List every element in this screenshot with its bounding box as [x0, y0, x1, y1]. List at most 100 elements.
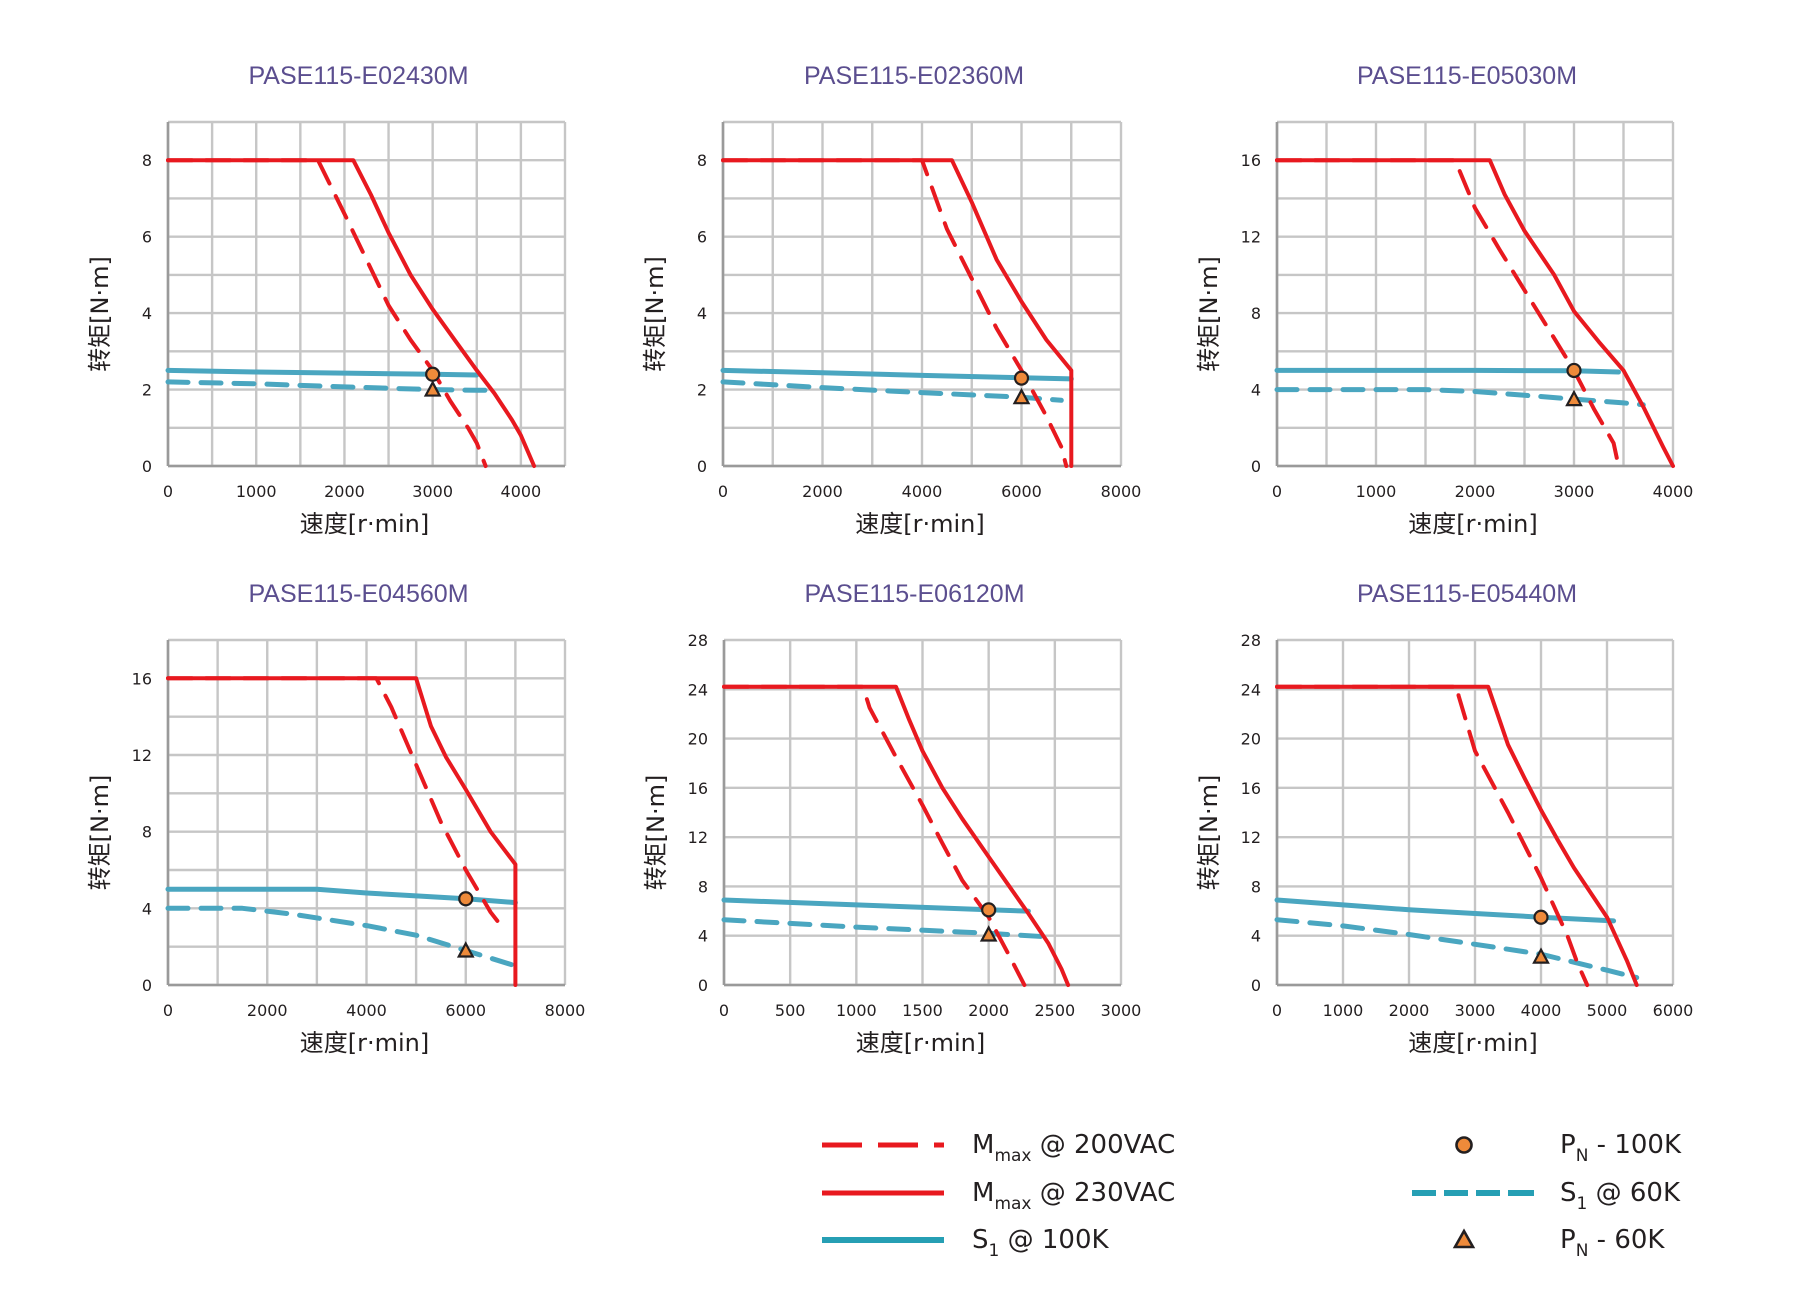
y-tick-label: 0 [1251, 457, 1261, 476]
x-tick-label: 2000 [968, 1001, 1009, 1020]
x-tick-label: 6000 [1001, 482, 1042, 501]
series-solid-red-line [166, 158, 537, 468]
pn-100k-marker [425, 366, 441, 382]
x-tick-label: 2500 [1034, 1001, 1075, 1020]
y-axis-label: 转矩[N·m] [642, 775, 670, 891]
pn-60k-marker [1565, 389, 1583, 407]
chart-6: PASE115-E05440M 0 1000 2000 3000 4000 5000 6000… [1195, 580, 1693, 1057]
chart-2: PASE115-E02360M 0 2000 4000 6000 8000 0 2 4 6 8 速度[… [641, 62, 1141, 538]
y-tick-label: 28 [688, 631, 708, 650]
pn-60k-marker [456, 941, 475, 958]
pn-60k-marker [1532, 947, 1550, 964]
series-solid-teal-line [1274, 897, 1617, 924]
gridlines [721, 120, 1123, 468]
x-axis-label: 速度[r·min] [856, 1029, 985, 1057]
pn-60k-marker [423, 380, 442, 397]
x-axis-label: 速度[r·min] [300, 510, 429, 538]
series-solid-teal-line [1274, 367, 1621, 375]
x-tick-label: 2000 [1389, 1001, 1430, 1020]
legend-item-s1-60k: S1 @ 60K [1412, 1178, 1681, 1214]
x-tick-label: 2000 [247, 1001, 288, 1020]
y-tick-label: 28 [1241, 631, 1261, 650]
chart-title: PASE115-E02360M [804, 62, 1024, 90]
x-tick-label: 0 [1272, 482, 1282, 501]
gridlines [1275, 638, 1675, 987]
series-solid-red-line [1275, 684, 1639, 987]
x-tick-label: 3000 [1455, 1001, 1496, 1020]
legend-label: Mmax @ 200VAC [972, 1130, 1175, 1166]
x-axis-label: 速度[r·min] [855, 510, 984, 538]
x-axis-label: 速度[r·min] [1408, 1029, 1537, 1057]
legend-item-mmax-200: Mmax @ 200VAC [822, 1130, 1175, 1166]
y-tick-label: 16 [132, 669, 152, 688]
gridlines [166, 638, 567, 987]
legend-item-mmax-230: Mmax @ 230VAC [822, 1178, 1175, 1214]
y-tick-label: 4 [698, 927, 708, 946]
gridlines [166, 120, 567, 468]
y-tick-label: 8 [142, 823, 152, 842]
y-tick-label: 12 [132, 746, 152, 765]
legend-label: S1 @ 100K [972, 1225, 1109, 1261]
y-tick-label: 12 [1241, 228, 1261, 247]
series-dashed-teal-line [165, 379, 493, 393]
legend-label: PN - 60K [1560, 1225, 1665, 1261]
y-tick-label: 2 [142, 381, 152, 400]
gridlines [1275, 120, 1675, 468]
series-dashed-red-line [1275, 158, 1621, 468]
y-axis-label: 转矩[N·m] [86, 256, 114, 372]
y-tick-label: 0 [698, 976, 708, 995]
x-tick-label: 0 [163, 482, 173, 501]
series-dashed-red-line [166, 158, 488, 468]
pn-100k-marker [1566, 362, 1582, 379]
x-tick-label: 8000 [1101, 482, 1142, 501]
series-dashed-teal-line [721, 917, 1051, 940]
pn-60k-marker [1012, 387, 1031, 405]
chart-1: PASE115-E02430M 0 1000 2000 3000 4000 0 2 4 6 8 速度[… [86, 62, 567, 538]
y-tick-label: 0 [697, 457, 707, 476]
y-tick-label: 16 [688, 779, 708, 798]
legend-item-s1-100k: S1 @ 100K [822, 1225, 1109, 1261]
y-tick-label: 20 [1241, 730, 1261, 749]
y-tick-label: 16 [1241, 779, 1261, 798]
x-tick-label: 3000 [1101, 1001, 1142, 1020]
x-tick-label: 4000 [902, 482, 943, 501]
x-tick-label: 1000 [1323, 1001, 1364, 1020]
legend-item-pn-60k: PN - 60K [1452, 1225, 1665, 1261]
y-tick-label: 4 [1251, 927, 1261, 946]
y-tick-label: 8 [1251, 304, 1261, 323]
series-solid-teal-line [720, 367, 1074, 382]
series-dashed-red-line [166, 676, 508, 934]
y-tick-label: 6 [697, 228, 707, 247]
y-tick-label: 0 [1251, 976, 1261, 995]
x-tick-label: 1500 [902, 1001, 943, 1020]
series-solid-red-line [721, 158, 1074, 468]
y-tick-label: 12 [1241, 828, 1261, 847]
x-axis-label: 速度[r·min] [300, 1029, 429, 1057]
x-tick-label: 0 [163, 1001, 173, 1020]
y-tick-label: 0 [142, 457, 152, 476]
chart-title: PASE115-E05030M [1357, 62, 1577, 90]
y-tick-label: 20 [688, 730, 708, 749]
y-axis-label: 转矩[N·m] [641, 256, 669, 372]
series-solid-red-line [722, 684, 1071, 987]
y-tick-label: 8 [698, 877, 708, 896]
x-tick-label: 4000 [346, 1001, 387, 1020]
pn-100k-marker [458, 891, 474, 907]
y-tick-label: 4 [142, 304, 152, 323]
x-axis-label: 速度[r·min] [1408, 510, 1537, 538]
x-tick-label: 2000 [324, 482, 365, 501]
pn-60k-marker [979, 925, 998, 942]
chart-title: PASE115-E04560M [248, 580, 468, 608]
y-tick-label: 8 [697, 151, 707, 170]
x-tick-label: 4000 [1521, 1001, 1562, 1020]
pn-100k-marker [1013, 370, 1030, 386]
series-solid-red-line [166, 676, 518, 987]
series-dashed-red-line [722, 684, 1027, 987]
chart-title: PASE115-E02430M [248, 62, 468, 90]
x-tick-label: 5000 [1587, 1001, 1628, 1020]
legend-triangle-marker-icon [1452, 1228, 1476, 1249]
y-tick-label: 8 [1251, 877, 1261, 896]
y-tick-label: 24 [1241, 680, 1261, 699]
y-tick-label: 6 [142, 228, 152, 247]
x-tick-label: 2000 [1455, 482, 1496, 501]
